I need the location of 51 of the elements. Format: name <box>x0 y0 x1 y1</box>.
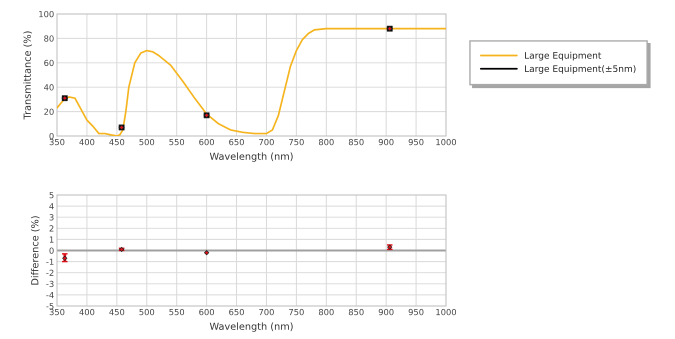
y-tick-label: -1 <box>46 258 54 265</box>
y-tick-label: 100 <box>39 10 54 18</box>
y-axis-title: Transmittance (%) <box>23 31 32 120</box>
y-tick-label: 80 <box>44 35 54 42</box>
y-tick-label: 20 <box>44 108 54 115</box>
x-tick-label: 950 <box>408 138 424 146</box>
y-tick-label: 60 <box>44 60 54 66</box>
x-tick-label: 500 <box>139 138 154 146</box>
x-tick-label: 800 <box>318 138 334 146</box>
x-tick-label: 600 <box>199 138 214 146</box>
x-tick-label: 1000 <box>436 138 456 146</box>
x-tick-label: 550 <box>169 138 184 146</box>
y-axis-title: Difference (%) <box>30 216 40 285</box>
x-axis-title: Wavelength (nm) <box>210 152 293 162</box>
x-tick-label: 850 <box>348 138 364 146</box>
x-tick-label: 750 <box>289 308 304 316</box>
x-tick-label: 450 <box>109 308 124 316</box>
x-tick-label: 700 <box>259 138 274 146</box>
y-tick-label: 0 <box>49 247 54 254</box>
y-tick-label: 1 <box>50 236 54 243</box>
x-tick-label: 400 <box>79 308 94 316</box>
y-tick-label: 0 <box>49 132 54 140</box>
legend-label: Large Equipment <box>525 52 602 61</box>
x-axis-title: Wavelength (nm) <box>210 322 293 332</box>
x-tick-label: 700 <box>259 308 274 316</box>
y-tick-label: -5 <box>46 303 54 310</box>
legend-label: Large Equipment(±5nm) <box>525 65 636 74</box>
y-tick-label: -3 <box>46 280 54 288</box>
y-tick-label: 5 <box>50 192 54 198</box>
x-tick-label: 500 <box>139 308 154 316</box>
x-tick-label: 450 <box>109 138 124 146</box>
y-tick-label: 2 <box>50 225 54 232</box>
y-tick-label: 40 <box>44 84 54 90</box>
y-tick-label: -2 <box>46 270 54 276</box>
x-tick-label: 550 <box>169 308 184 316</box>
x-tick-label: 900 <box>378 308 394 316</box>
x-tick-label: 650 <box>229 138 244 146</box>
x-tick-label: 950 <box>408 308 424 316</box>
y-tick-label: 3 <box>50 214 54 220</box>
x-tick-label: 650 <box>229 308 244 316</box>
x-tick-label: 1000 <box>436 308 456 316</box>
x-tick-label: 900 <box>378 138 394 146</box>
y-tick-label: 4 <box>49 203 54 210</box>
x-tick-label: 800 <box>318 308 334 316</box>
x-tick-label: 750 <box>289 138 304 146</box>
x-tick-label: 350 <box>50 308 64 316</box>
x-tick-label: 850 <box>348 308 364 316</box>
x-tick-label: 350 <box>50 138 64 146</box>
x-tick-label: 600 <box>199 308 214 316</box>
x-tick-label: 400 <box>79 138 94 146</box>
y-tick-label: -4 <box>46 292 54 298</box>
